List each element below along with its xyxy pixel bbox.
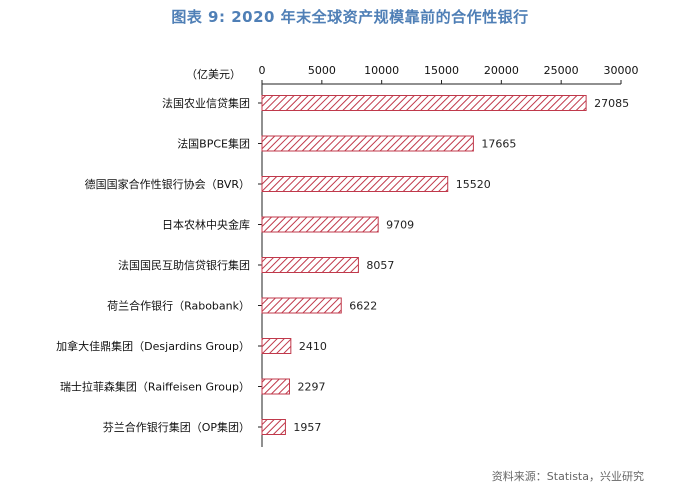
bar	[261, 257, 359, 273]
value-label: 6622	[349, 300, 377, 313]
category-label: 法国国民互助信贷银行集团	[118, 258, 250, 272]
bars-group: 法国农业信贷集团 27085 法国BPCE集团 17665 德国国家合作性银行协会（BV…	[56, 95, 629, 435]
x-tick-label: 30000	[604, 64, 639, 77]
category-label: 芬兰合作银行集团（OP集团）	[103, 420, 250, 434]
value-label: 17665	[481, 138, 516, 151]
source-note: 资料来源：Statista，兴业研究	[491, 470, 644, 483]
value-label: 1957	[293, 421, 321, 434]
category-label: 德国国家合作性银行协会（BVR）	[85, 177, 250, 191]
chart-title: 图表 9: 2020 年末全球资产规模靠前的合作性银行	[171, 8, 529, 26]
value-label: 2410	[299, 340, 327, 353]
category-label: 瑞士拉菲森集团（Raiffeisen Group）	[60, 380, 250, 394]
value-label: 9709	[386, 219, 414, 232]
unit-label: （亿美元）	[186, 68, 241, 81]
value-label: 8057	[366, 259, 394, 272]
bar	[261, 216, 379, 233]
x-tick-label: 20000	[484, 64, 519, 77]
bar	[261, 338, 292, 354]
x-tick-label: 0	[259, 64, 266, 77]
category-label: 荷兰合作银行（Rabobank）	[107, 299, 250, 313]
bar	[261, 419, 286, 435]
bar	[261, 378, 290, 395]
bar	[261, 297, 342, 314]
bar	[261, 176, 449, 192]
category-label: 法国BPCE集团	[177, 137, 250, 151]
category-label: 加拿大佳鼎集团（Desjardins Group）	[56, 339, 250, 353]
x-tick-label: 15000	[424, 64, 459, 77]
x-tick-label: 25000	[544, 64, 579, 77]
x-axis: 0 5000 10000 15000 20000 25000 30000	[258, 64, 639, 447]
bar	[261, 95, 587, 111]
value-label: 27085	[594, 97, 629, 110]
category-label: 法国农业信贷集团	[162, 96, 250, 110]
category-label: 日本农林中央金库	[162, 218, 250, 232]
bar	[261, 135, 474, 152]
value-label: 15520	[456, 178, 491, 191]
value-label: 2297	[297, 381, 325, 394]
x-tick-label: 5000	[308, 64, 336, 77]
x-tick-label: 10000	[364, 64, 399, 77]
